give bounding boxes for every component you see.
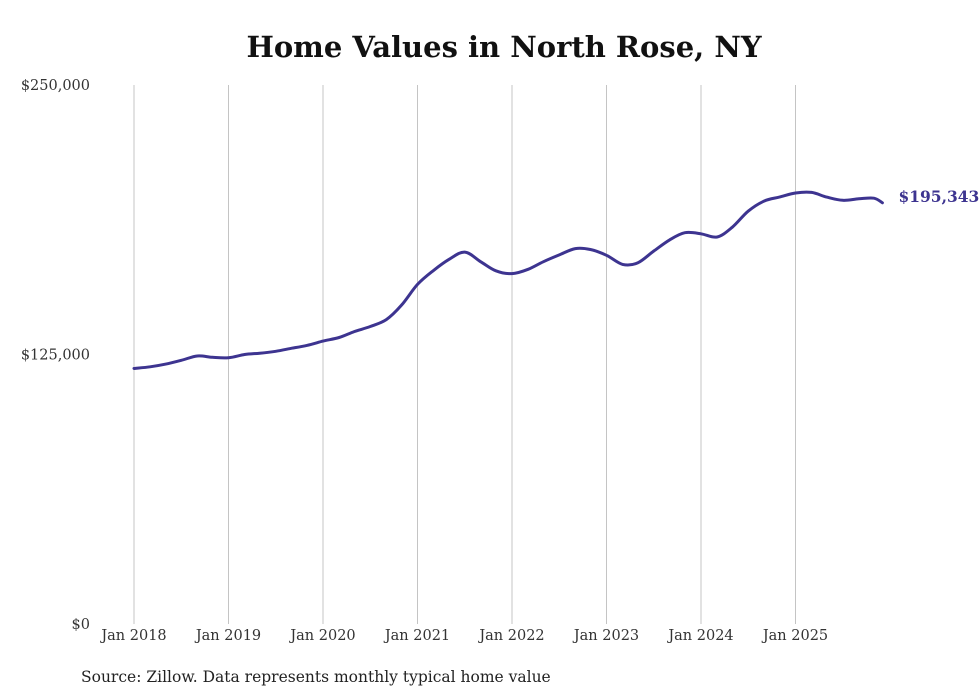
x-tick-label: Jan 2024 (666, 628, 733, 644)
series-layer: $195,343 (132, 187, 979, 370)
series-end-label: $195,343 (898, 187, 979, 206)
chart-title: Home Values in North Rose, NY (246, 30, 762, 64)
gridlines (133, 85, 796, 624)
source-note: Source: Zillow. Data represents monthly … (81, 668, 551, 686)
y-tick-label: $250,000 (21, 78, 90, 94)
x-tick-label: Jan 2018 (99, 628, 166, 644)
x-tick-label: Jan 2022 (477, 628, 544, 644)
axis-labels: Jan 2018 Jan 2019 Jan 2020 Jan 2021 Jan 2022… (21, 78, 828, 644)
series-line-0 (132, 190, 884, 370)
x-tick-label: Jan 2025 (761, 628, 828, 644)
x-tick-label: Jan 2021 (383, 628, 450, 644)
x-tick-label: Jan 2020 (288, 628, 355, 644)
y-tick-label: $0 (72, 617, 90, 633)
y-tick-label: $125,000 (21, 348, 90, 364)
x-tick-label: Jan 2023 (572, 628, 639, 644)
x-tick-label: Jan 2019 (194, 628, 261, 644)
